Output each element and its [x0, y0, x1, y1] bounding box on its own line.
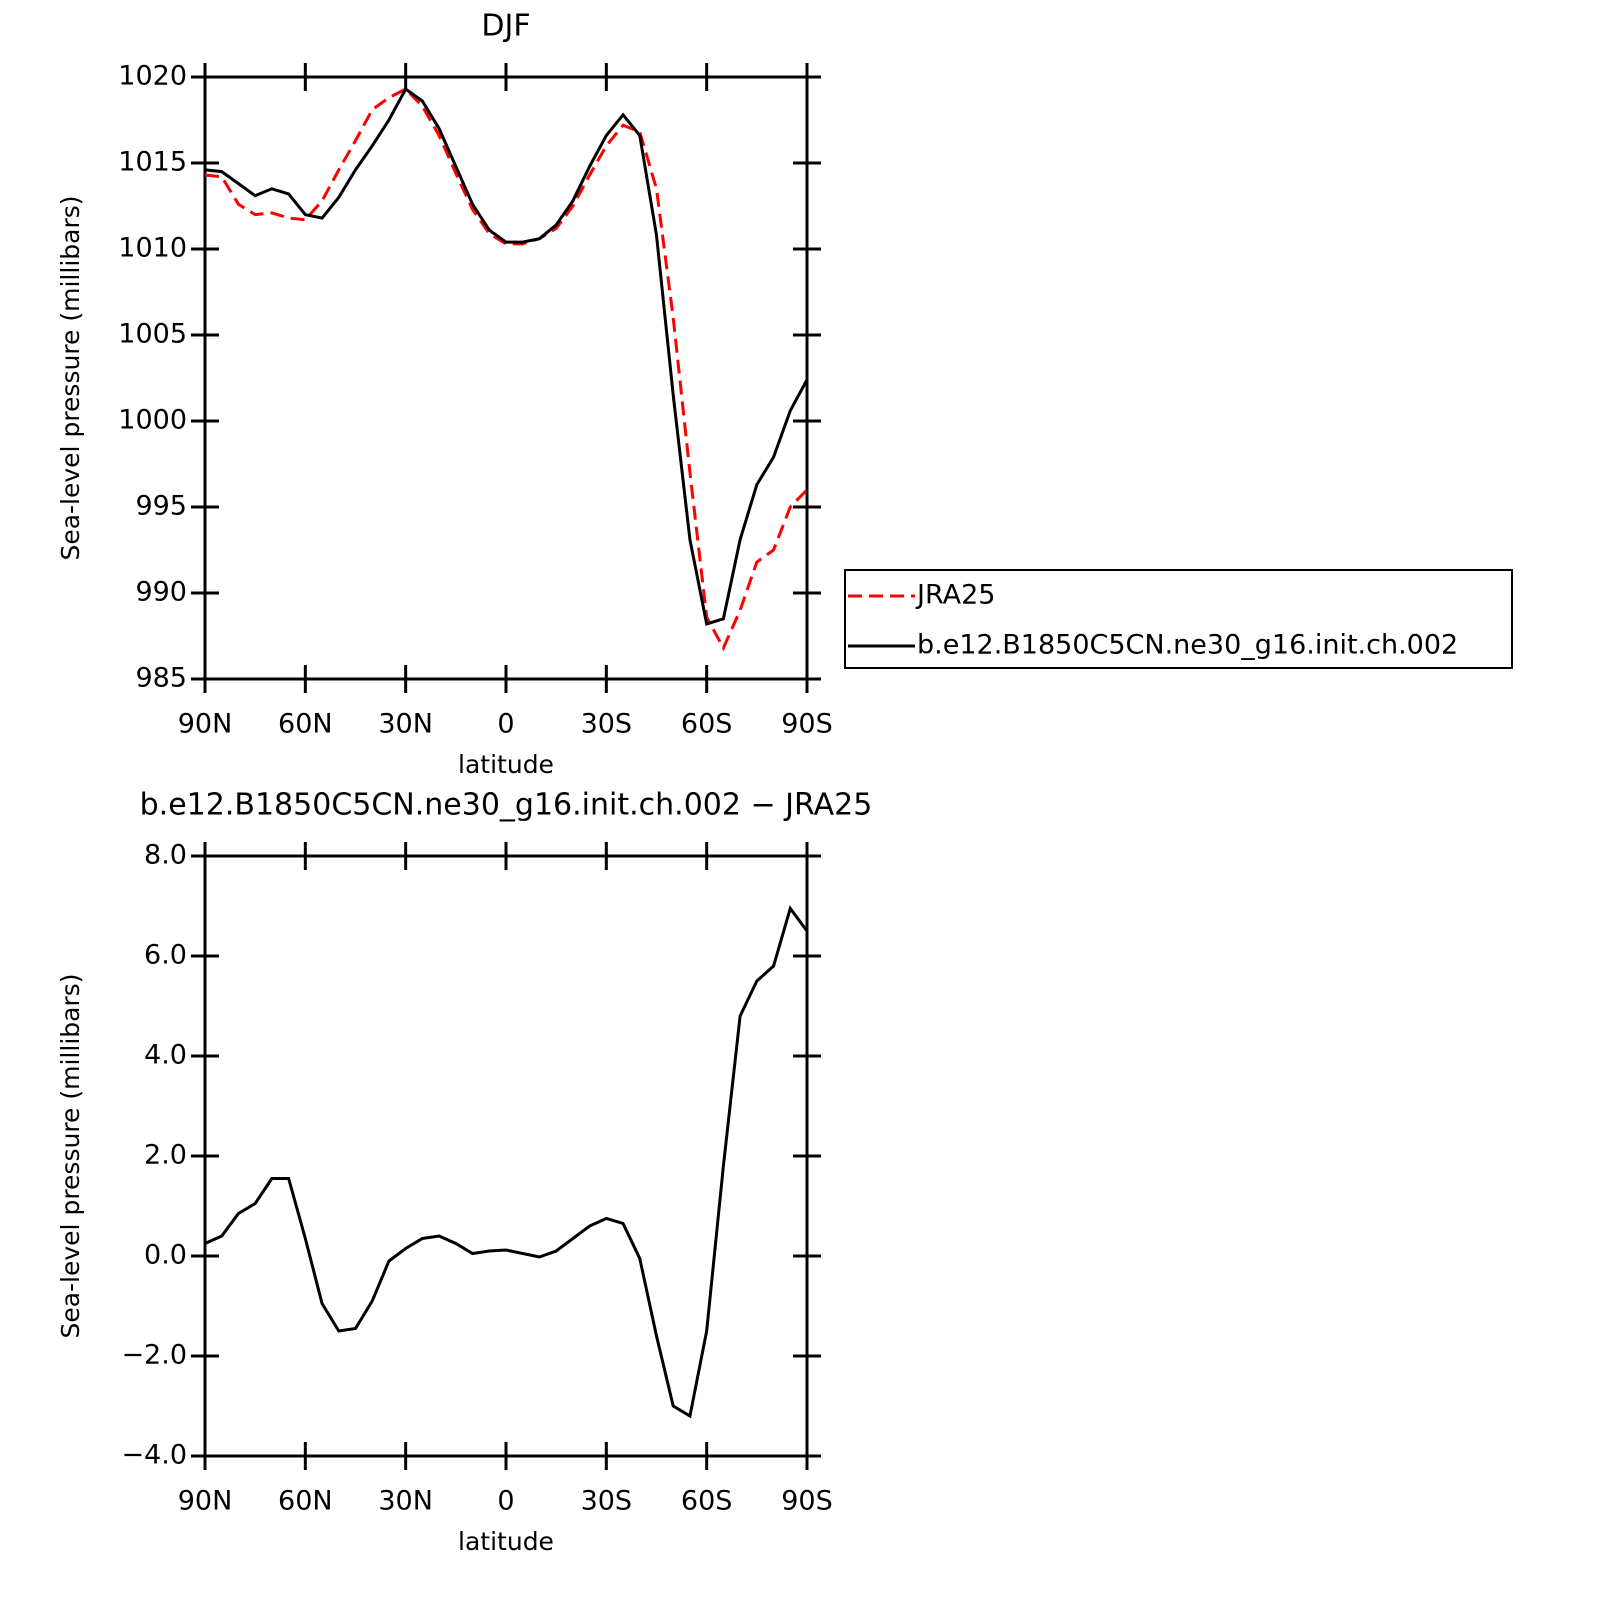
y-tick-label: 8.0 — [144, 840, 187, 871]
x-tick-label: 90S — [781, 1486, 833, 1517]
data-line — [204, 87, 809, 652]
chart-title: DJF — [481, 9, 530, 44]
x-tick-label: 60S — [681, 709, 733, 740]
y-tick-label: 0.0 — [144, 1240, 187, 1271]
x-tick-label: 30N — [378, 1486, 433, 1517]
y-tick-label: 995 — [135, 491, 187, 522]
y-tick-label: 4.0 — [144, 1040, 187, 1071]
x-tick-label: 30S — [581, 709, 633, 740]
x-tick-label: 90S — [781, 709, 833, 740]
y-axis-label: Sea-level pressure (millibars) — [56, 973, 85, 1338]
y-tick-label: −2.0 — [121, 1340, 187, 1371]
y-tick-label: 2.0 — [144, 1140, 187, 1171]
legend-label: JRA25 — [915, 580, 995, 611]
legend-box — [844, 569, 1513, 669]
x-tick-label: 60N — [278, 709, 333, 740]
plot-frame — [203, 75, 809, 681]
y-tick-label: 985 — [135, 663, 187, 694]
plot-frame — [203, 854, 809, 1458]
legend-label: b.e12.B1850C5CN.ne30_g16.init.ch.002 — [917, 630, 1458, 661]
y-tick-label: 1005 — [118, 319, 187, 350]
y-tick-label: 990 — [135, 577, 187, 608]
x-axis-label: latitude — [458, 750, 554, 779]
x-tick-label: 0 — [497, 709, 514, 740]
y-axis-label: Sea-level pressure (millibars) — [56, 195, 85, 560]
x-tick-label: 30S — [581, 1486, 633, 1517]
x-tick-label: 60S — [681, 1486, 733, 1517]
x-tick-label: 90N — [178, 709, 233, 740]
y-tick-label: 1010 — [118, 233, 187, 264]
data-line — [204, 905, 809, 1419]
x-tick-label: 0 — [497, 1486, 514, 1517]
x-tick-label: 30N — [378, 709, 433, 740]
x-axis-label: latitude — [458, 1527, 554, 1556]
x-tick-label: 90N — [178, 1486, 233, 1517]
y-tick-label: −4.0 — [121, 1440, 187, 1471]
y-tick-label: 1015 — [118, 147, 187, 178]
y-tick-label: 1020 — [118, 61, 187, 92]
y-tick-label: 1000 — [118, 405, 187, 436]
y-tick-label: 6.0 — [144, 940, 187, 971]
data-line — [204, 86, 809, 626]
chart-title: b.e12.B1850C5CN.ne30_g16.init.ch.002 − J… — [140, 788, 873, 823]
x-tick-label: 60N — [278, 1486, 333, 1517]
